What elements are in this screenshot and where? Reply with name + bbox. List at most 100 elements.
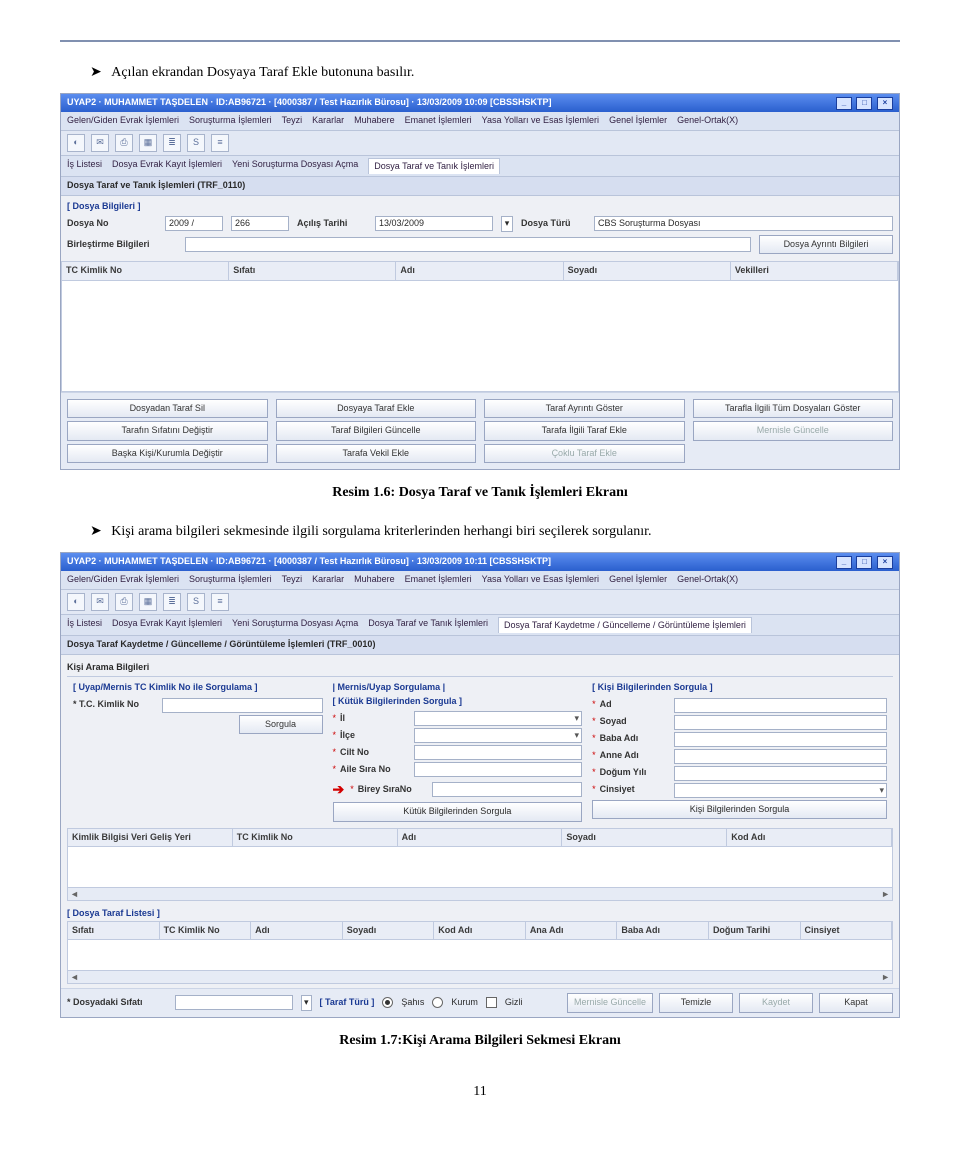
tab-item[interactable]: Dosya Taraf ve Tanık İşlemleri bbox=[368, 158, 500, 175]
menu-item[interactable]: Kararlar bbox=[312, 114, 344, 128]
tab-item[interactable]: Dosya Evrak Kayıt İşlemleri bbox=[112, 617, 222, 634]
acilis-input[interactable]: 13/03/2009 bbox=[375, 216, 493, 231]
toolbar-icon[interactable]: ◐ bbox=[67, 134, 85, 152]
field-input[interactable] bbox=[432, 782, 582, 797]
footer-button[interactable]: Kapat bbox=[819, 993, 893, 1013]
toolbar-icon[interactable]: ▦ bbox=[139, 134, 157, 152]
menu-item[interactable]: Genel İşlemler bbox=[609, 114, 667, 128]
action-button[interactable]: Dosyaya Taraf Ekle bbox=[276, 399, 477, 419]
menu-item[interactable]: Soruşturma İşlemleri bbox=[189, 114, 272, 128]
field-input[interactable] bbox=[674, 698, 887, 713]
toolbar-icon[interactable]: ▦ bbox=[139, 593, 157, 611]
field-input[interactable] bbox=[674, 732, 887, 747]
toolbar: ◐ ✉ ⎙ ▦ ≣ S ≡ bbox=[61, 590, 899, 615]
action-button[interactable]: Tarafa Vekil Ekle bbox=[276, 444, 477, 464]
footer-button[interactable]: Temizle bbox=[659, 993, 733, 1013]
menu-item[interactable]: Genel-Ortak(X) bbox=[677, 114, 738, 128]
sifat-dd-icon[interactable]: ▾ bbox=[301, 995, 312, 1011]
scroll-bar[interactable]: ◄► bbox=[67, 888, 893, 901]
menu-item[interactable]: Gelen/Giden Evrak İşlemleri bbox=[67, 573, 179, 587]
required-star: * bbox=[333, 729, 337, 743]
tab-item[interactable]: Dosya Taraf Kaydetme / Güncelleme / Görü… bbox=[498, 617, 752, 634]
menu-item[interactable]: Yasa Yolları ve Esas İşlemleri bbox=[482, 114, 599, 128]
field-input[interactable] bbox=[414, 711, 582, 726]
tab-item[interactable]: Dosya Taraf ve Tanık İşlemleri bbox=[368, 617, 488, 634]
field-label: Anne Adı bbox=[600, 749, 670, 763]
action-button[interactable]: Dosyadan Taraf Sil bbox=[67, 399, 268, 419]
field-input[interactable] bbox=[674, 766, 887, 781]
min-icon[interactable]: _ bbox=[836, 97, 852, 110]
birlestirme-input[interactable] bbox=[185, 237, 751, 252]
min-icon[interactable]: _ bbox=[836, 556, 852, 569]
table-column-header: Kod Adı bbox=[434, 922, 526, 940]
action-button[interactable]: Tarafla İlgili Tüm Dosyaları Göster bbox=[693, 399, 894, 419]
toolbar-icon[interactable]: ✉ bbox=[91, 134, 109, 152]
toolbar-icon[interactable]: S bbox=[187, 593, 205, 611]
date-dd-icon[interactable]: ▾ bbox=[501, 216, 513, 232]
tab-item[interactable]: İş Listesi bbox=[67, 617, 102, 634]
dosya-no-year-input[interactable]: 2009 / bbox=[165, 216, 223, 231]
list-table-header: SıfatıTC Kimlik NoAdıSoyadıKod AdıAna Ad… bbox=[67, 921, 893, 941]
action-button[interactable]: Başka Kişi/Kurumla Değiştir bbox=[67, 444, 268, 464]
menu-item[interactable]: Emanet İşlemleri bbox=[405, 114, 472, 128]
dosya-no-seq-input[interactable]: 266 bbox=[231, 216, 289, 231]
action-button[interactable]: Taraf Ayrıntı Göster bbox=[484, 399, 685, 419]
sahis-radio[interactable] bbox=[382, 997, 393, 1008]
menu-item[interactable]: Teyzi bbox=[282, 573, 303, 587]
toolbar-icon[interactable]: ≡ bbox=[211, 593, 229, 611]
scroll-bar[interactable]: ◄► bbox=[67, 971, 893, 984]
kurum-radio[interactable] bbox=[432, 997, 443, 1008]
menu-item[interactable]: Yasa Yolları ve Esas İşlemleri bbox=[482, 573, 599, 587]
required-star: * bbox=[333, 763, 337, 777]
menu-item[interactable]: Genel-Ortak(X) bbox=[677, 573, 738, 587]
field-input[interactable] bbox=[414, 728, 582, 743]
toolbar-icon[interactable]: ⎙ bbox=[115, 134, 133, 152]
toolbar-icon[interactable]: ◐ bbox=[67, 593, 85, 611]
tab-item[interactable]: İş Listesi bbox=[67, 158, 102, 175]
tab-item[interactable]: Yeni Soruşturma Dosyası Açma bbox=[232, 158, 358, 175]
sorgula-button[interactable]: Sorgula bbox=[239, 715, 323, 735]
menu-item[interactable]: Soruşturma İşlemleri bbox=[189, 573, 272, 587]
toolbar-icon[interactable]: S bbox=[187, 134, 205, 152]
action-button[interactable]: Taraf Bilgileri Güncelle bbox=[276, 421, 477, 441]
menu-item[interactable]: Muhabere bbox=[354, 114, 395, 128]
result-table-header: Kimlik Bilgisi Veri Geliş YeriTC Kimlik … bbox=[67, 828, 893, 848]
menu-item[interactable]: Muhabere bbox=[354, 573, 395, 587]
field-input[interactable] bbox=[674, 783, 887, 798]
title-bar: UYAP2 · MUHAMMET TAŞDELEN · ID:AB96721 ·… bbox=[61, 553, 899, 571]
kisi-sorgula-button[interactable]: Kişi Bilgilerinden Sorgula bbox=[592, 800, 887, 820]
field-input[interactable] bbox=[674, 715, 887, 730]
ayrinti-button[interactable]: Dosya Ayrıntı Bilgileri bbox=[759, 235, 893, 255]
tab-item[interactable]: Yeni Soruşturma Dosyası Açma bbox=[232, 617, 358, 634]
menu-item[interactable]: Gelen/Giden Evrak İşlemleri bbox=[67, 114, 179, 128]
toolbar-icon[interactable]: ≡ bbox=[211, 134, 229, 152]
tab-item[interactable]: Dosya Evrak Kayıt İşlemleri bbox=[112, 158, 222, 175]
field-input[interactable] bbox=[414, 762, 582, 777]
sifat-input[interactable] bbox=[175, 995, 293, 1010]
max-icon[interactable]: □ bbox=[856, 556, 872, 569]
kutuk-sorgula-button[interactable]: Kütük Bilgilerinden Sorgula bbox=[333, 802, 583, 822]
table-column-header: Doğum Tarihi bbox=[709, 922, 801, 940]
menu-item[interactable]: Teyzi bbox=[282, 114, 303, 128]
field-label: Cinsiyet bbox=[600, 783, 670, 797]
dosya-turu-label: Dosya Türü bbox=[521, 217, 586, 231]
action-button[interactable]: Tarafa İlgili Taraf Ekle bbox=[484, 421, 685, 441]
menu-item[interactable]: Emanet İşlemleri bbox=[405, 573, 472, 587]
menu-item[interactable]: Kararlar bbox=[312, 573, 344, 587]
toolbar-icon[interactable]: ✉ bbox=[91, 593, 109, 611]
toolbar-icon[interactable]: ⎙ bbox=[115, 593, 133, 611]
gizli-checkbox[interactable] bbox=[486, 997, 497, 1008]
gizli-label: Gizli bbox=[505, 996, 523, 1010]
toolbar-icon[interactable]: ≣ bbox=[163, 593, 181, 611]
close-icon[interactable]: × bbox=[877, 97, 893, 110]
sifat-label: * Dosyadaki Sıfatı bbox=[67, 996, 167, 1010]
close-icon[interactable]: × bbox=[877, 556, 893, 569]
toolbar-icon[interactable]: ≣ bbox=[163, 134, 181, 152]
action-button[interactable]: Tarafın Sıfatını Değiştir bbox=[67, 421, 268, 441]
tc-input[interactable] bbox=[162, 698, 323, 713]
menu-item[interactable]: Genel İşlemler bbox=[609, 573, 667, 587]
dosya-turu-input[interactable]: CBS Soruşturma Dosyası bbox=[594, 216, 893, 231]
max-icon[interactable]: □ bbox=[856, 97, 872, 110]
field-input[interactable] bbox=[414, 745, 582, 760]
field-input[interactable] bbox=[674, 749, 887, 764]
